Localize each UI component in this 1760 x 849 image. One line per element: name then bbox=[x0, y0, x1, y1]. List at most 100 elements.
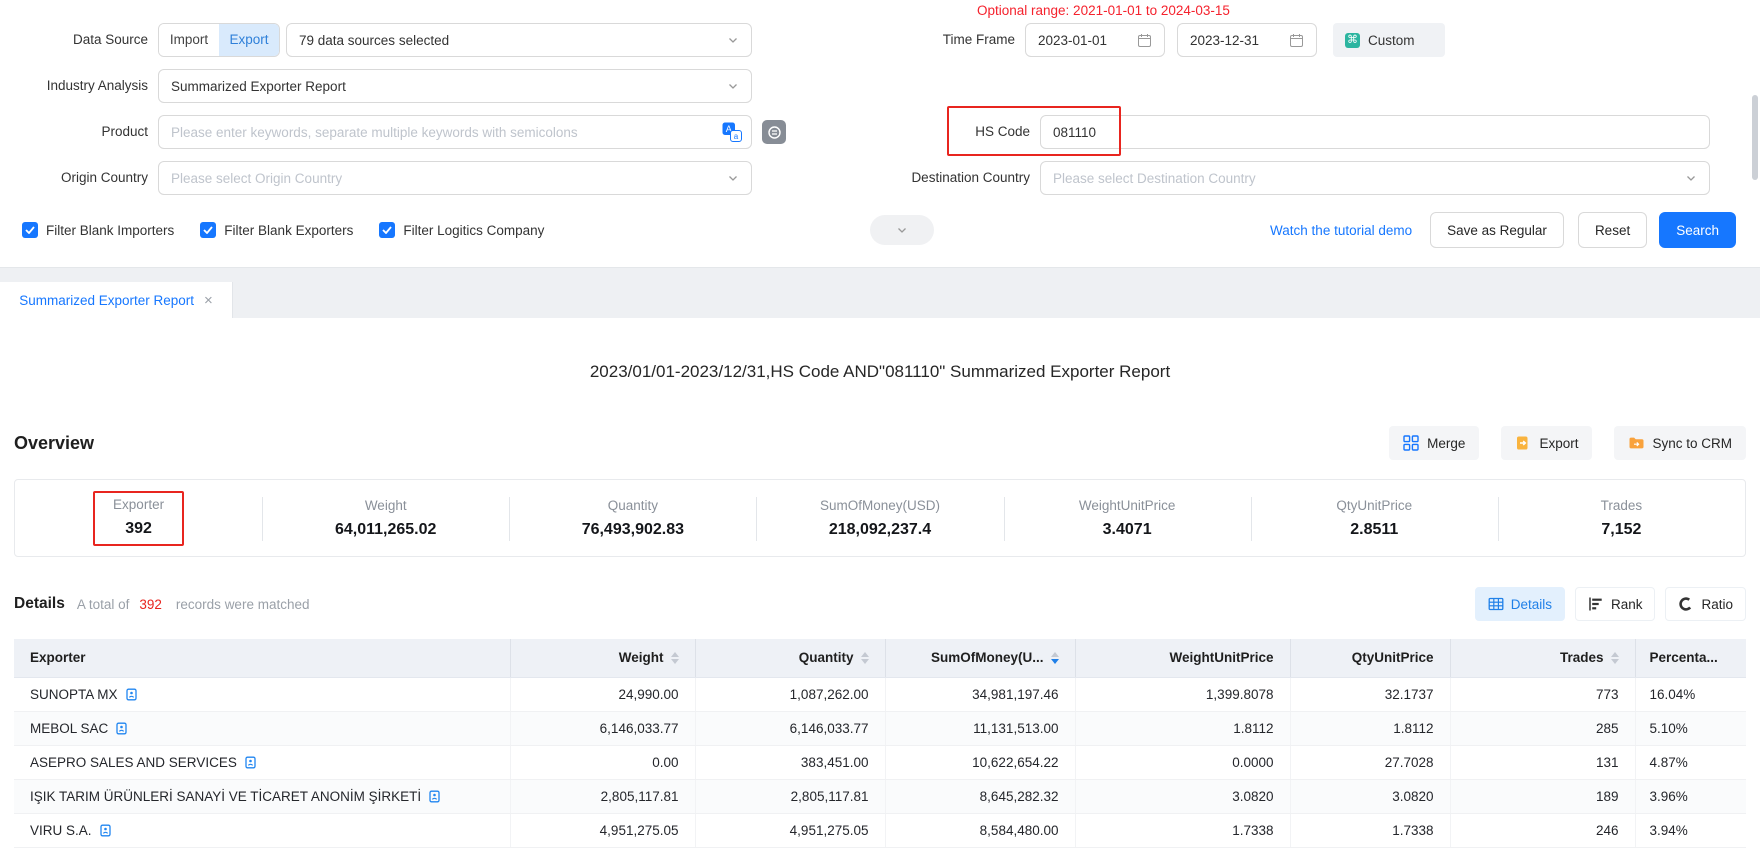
merge-icon bbox=[1403, 435, 1419, 451]
exporter-name[interactable]: VIRU S.A. bbox=[30, 822, 92, 838]
import-export-toggle[interactable]: Import Export bbox=[158, 23, 280, 57]
export-toggle[interactable]: Export bbox=[219, 24, 279, 56]
col-weight[interactable]: Weight bbox=[510, 639, 696, 678]
filter-row-industry: Industry Analysis Summarized Exporter Re… bbox=[0, 69, 1760, 103]
contact-icon[interactable] bbox=[125, 688, 138, 701]
chevron-down-icon bbox=[898, 228, 906, 233]
hs-code-input[interactable] bbox=[1040, 115, 1710, 149]
sort-icon-active-desc[interactable] bbox=[1050, 651, 1059, 664]
sort-icon[interactable] bbox=[670, 651, 679, 664]
stat-weight-unit-price: WeightUnitPrice 3.4071 bbox=[1003, 480, 1251, 556]
overview-actions: Merge Export Sync to CRM bbox=[1389, 426, 1746, 460]
overview-header: Overview Merge Export Sync to CRM bbox=[0, 426, 1760, 460]
checkbox-filter-blank-exporters[interactable]: Filter Blank Exporters bbox=[200, 222, 353, 238]
table-row: IŞIK TARIM ÜRÜNLERİ SANAYİ VE TİCARET AN… bbox=[14, 779, 1746, 814]
end-date-value[interactable] bbox=[1190, 32, 1283, 48]
folder-sync-icon bbox=[1629, 437, 1644, 449]
col-sum-of-money[interactable]: SumOfMoney(U... bbox=[885, 639, 1076, 678]
details-heading: Details bbox=[14, 595, 65, 612]
total-prefix: A total of bbox=[76, 596, 130, 612]
tutorial-demo-link[interactable]: Watch the tutorial demo bbox=[1270, 222, 1413, 238]
view-ratio-button[interactable]: Ratio bbox=[1665, 587, 1746, 621]
ratio-icon bbox=[1679, 597, 1694, 611]
chevron-down-icon bbox=[727, 80, 739, 92]
total-suffix: records were matched bbox=[175, 596, 310, 612]
export-icon bbox=[1517, 436, 1528, 450]
origin-country-select[interactable]: Please select Origin Country bbox=[158, 161, 752, 195]
end-date-input[interactable] bbox=[1177, 23, 1317, 57]
custom-range-button[interactable]: ⌘ Custom bbox=[1333, 23, 1445, 57]
tab-summarized-exporter-report[interactable]: Summarized Exporter Report × bbox=[0, 282, 233, 318]
data-source-label: Data Source bbox=[72, 32, 148, 47]
optional-range-text: Optional range: 2021-01-01 to 2024-03-15 bbox=[977, 3, 1230, 18]
product-keywords-input[interactable] bbox=[158, 115, 752, 149]
checkbox-filter-logistics-company[interactable]: Filter Logitics Company bbox=[379, 222, 544, 238]
report-title: 2023/01/01-2023/12/31,HS Code AND"081110… bbox=[589, 362, 1171, 381]
exporter-name[interactable]: ASEPRO SALES AND SERVICES bbox=[30, 754, 237, 770]
calendar-icon bbox=[1138, 33, 1151, 47]
svg-text:a: a bbox=[734, 132, 739, 141]
translate-icon[interactable]: A a bbox=[722, 122, 742, 145]
svg-text:A: A bbox=[726, 124, 732, 134]
reset-button[interactable]: Reset bbox=[1577, 212, 1648, 248]
exact-match-icon[interactable] bbox=[762, 120, 786, 144]
save-as-regular-button[interactable]: Save as Regular bbox=[1430, 212, 1564, 248]
checkbox-checked-icon bbox=[379, 222, 396, 238]
close-icon[interactable]: × bbox=[204, 291, 213, 309]
view-details-button[interactable]: Details bbox=[1474, 587, 1565, 621]
table-row: MEBOL SAC 6,146,033.77 6,146,033.77 11,1… bbox=[14, 711, 1746, 746]
filter-checkboxes: Filter Blank Importers Filter Blank Expo… bbox=[22, 222, 544, 238]
contact-icon[interactable] bbox=[99, 824, 112, 837]
origin-country-label: Origin Country bbox=[60, 170, 148, 185]
scrollbar-thumb[interactable] bbox=[1752, 95, 1758, 180]
start-date-input[interactable] bbox=[1025, 23, 1165, 57]
view-rank-button[interactable]: Rank bbox=[1574, 587, 1656, 621]
contact-icon[interactable] bbox=[115, 722, 128, 735]
stat-exporter: Exporter 392 bbox=[15, 480, 262, 556]
start-date-value[interactable] bbox=[1038, 32, 1131, 48]
filter-row-product: Product A a HS Code bbox=[0, 106, 1760, 156]
exporter-stat-highlight-box: Exporter 392 bbox=[93, 490, 185, 546]
overview-heading: Overview bbox=[14, 432, 95, 453]
contact-icon[interactable] bbox=[428, 790, 441, 803]
report-content: 2023/01/01-2023/12/31,HS Code AND"081110… bbox=[0, 362, 1760, 848]
exporter-name[interactable]: IŞIK TARIM ÜRÜNLERİ SANAYİ VE TİCARET AN… bbox=[30, 788, 422, 804]
exporter-name[interactable]: MEBOL SAC bbox=[30, 720, 109, 736]
destination-country-select[interactable]: Please select Destination Country bbox=[1040, 161, 1710, 195]
filter-row-countries: Origin Country Please select Origin Coun… bbox=[0, 161, 1760, 195]
exporter-name[interactable]: SUNOPTA MX bbox=[30, 686, 118, 702]
stat-quantity: Quantity 76,493,902.83 bbox=[509, 480, 756, 556]
checkbox-filter-blank-importers[interactable]: Filter Blank Importers bbox=[22, 222, 174, 238]
stat-trades: Trades 7,152 bbox=[1497, 480, 1745, 556]
table-icon bbox=[1488, 597, 1504, 611]
col-percentage: Percenta... bbox=[1635, 639, 1746, 678]
filter-row-data-source: Data Source Import Export 79 data source… bbox=[0, 23, 1760, 57]
col-exporter: Exporter bbox=[14, 639, 511, 678]
calendar-icon bbox=[1290, 33, 1303, 47]
hs-code-label: HS Code bbox=[975, 124, 1030, 139]
col-trades[interactable]: Trades bbox=[1450, 639, 1636, 678]
collapse-filters-button[interactable] bbox=[870, 215, 934, 245]
custom-icon: ⌘ bbox=[1345, 32, 1360, 48]
table-header-row: Exporter Weight Quantity SumOfMoney(U...… bbox=[14, 639, 1746, 678]
data-sources-select[interactable]: 79 data sources selected bbox=[286, 23, 752, 57]
sort-icon[interactable] bbox=[860, 651, 869, 664]
chevron-down-icon bbox=[1685, 172, 1697, 184]
col-weight-unit-price: WeightUnitPrice bbox=[1075, 639, 1291, 678]
chevron-down-icon bbox=[727, 172, 739, 184]
table-row: ASEPRO SALES AND SERVICES 0.00 383,451.0… bbox=[14, 745, 1746, 780]
report-tab-bar: Summarized Exporter Report × bbox=[0, 267, 1760, 318]
export-button[interactable]: Export bbox=[1501, 426, 1593, 460]
sort-icon[interactable] bbox=[1610, 651, 1619, 664]
import-toggle[interactable]: Import bbox=[159, 24, 219, 56]
contact-icon[interactable] bbox=[244, 756, 257, 769]
checkbox-checked-icon bbox=[22, 222, 38, 238]
col-quantity[interactable]: Quantity bbox=[695, 639, 886, 678]
overview-stats-panel: Exporter 392 Weight 64,011,265.02 Quanti… bbox=[14, 479, 1746, 557]
tab-label: Summarized Exporter Report bbox=[19, 292, 195, 308]
search-button[interactable]: Search bbox=[1659, 212, 1736, 248]
industry-analysis-select[interactable]: Summarized Exporter Report bbox=[158, 69, 752, 103]
merge-button[interactable]: Merge bbox=[1389, 426, 1480, 460]
total-count: 392 bbox=[139, 596, 162, 612]
sync-to-crm-button[interactable]: Sync to CRM bbox=[1614, 426, 1746, 460]
